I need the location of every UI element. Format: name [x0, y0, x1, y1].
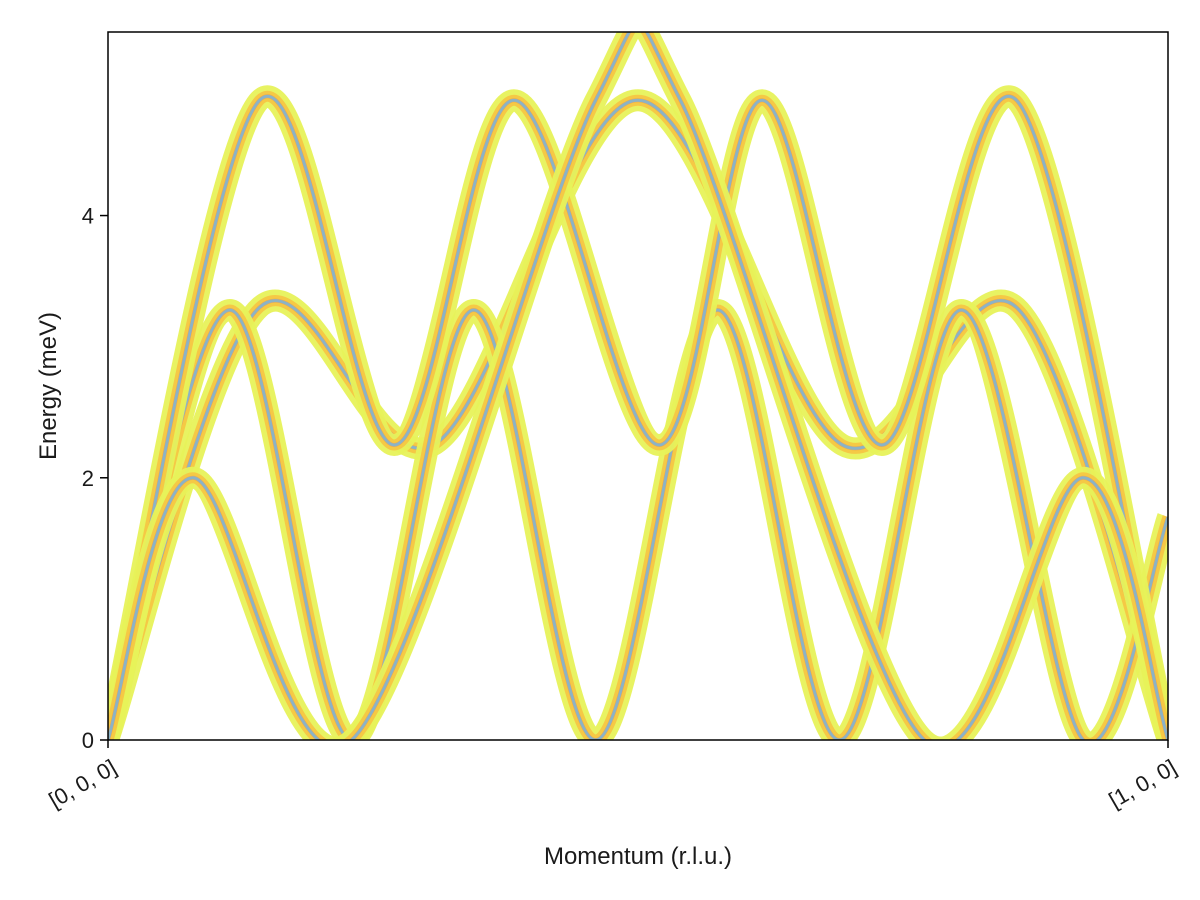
y-tick-label-2: 4	[82, 204, 94, 229]
y-axis-title: Energy (meV)	[35, 312, 62, 460]
dispersion-branch-1	[108, 89, 1168, 740]
y-tick-label-1: 2	[82, 466, 94, 491]
dispersion-line-1	[108, 98, 1168, 740]
plot-area	[108, 32, 1168, 740]
y-tick-label-0: 0	[82, 728, 94, 753]
dispersion-line-3	[108, 94, 1168, 740]
dispersion-branch-4	[108, 32, 1168, 740]
intensity-band-2-1	[108, 299, 1168, 740]
dispersion-branch-2	[108, 299, 1168, 740]
dispersion-line-2	[108, 308, 1168, 740]
dispersion-line-4	[108, 32, 1168, 740]
dispersion-branch-3	[108, 85, 1168, 740]
x-axis-title: Momentum (r.l.u.)	[544, 843, 732, 870]
axes-frame	[107, 31, 1169, 741]
x-tick-label-0: [0, 0, 0]	[44, 755, 120, 813]
x-tick-label-1: [1, 0, 0]	[1104, 755, 1180, 813]
